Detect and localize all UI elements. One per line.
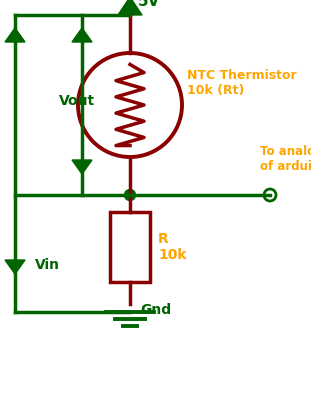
Circle shape	[124, 190, 136, 200]
Text: 5V: 5V	[138, 0, 160, 8]
Text: NTC Thermistor
10k (Rt): NTC Thermistor 10k (Rt)	[187, 69, 297, 97]
Text: Vout: Vout	[59, 94, 95, 108]
Polygon shape	[118, 0, 142, 15]
Polygon shape	[5, 28, 25, 42]
Text: To analog pin A
of arduino: To analog pin A of arduino	[260, 145, 311, 173]
Text: Gnd: Gnd	[140, 303, 171, 317]
Polygon shape	[72, 160, 92, 174]
Bar	[110, 212, 150, 282]
Text: R
10k: R 10k	[158, 232, 187, 262]
Text: Vin: Vin	[35, 258, 60, 272]
Polygon shape	[5, 260, 25, 274]
Polygon shape	[72, 28, 92, 42]
